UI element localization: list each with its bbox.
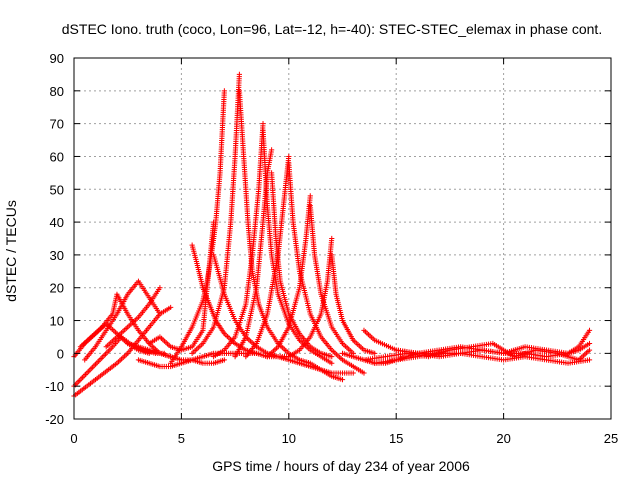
y-tick-label: 70 bbox=[50, 117, 64, 132]
chart-title: dSTEC Iono. truth (coco, Lon=96, Lat=-12… bbox=[62, 21, 602, 37]
data-series bbox=[286, 235, 335, 360]
data-series bbox=[168, 88, 227, 366]
y-tick-label: 30 bbox=[50, 248, 64, 263]
y-tick-label: 60 bbox=[50, 149, 64, 164]
data-series bbox=[339, 350, 442, 366]
y-tick-label: 90 bbox=[50, 51, 64, 66]
data-point bbox=[286, 153, 292, 160]
data-series bbox=[125, 340, 227, 366]
data-point bbox=[221, 357, 227, 363]
data-point bbox=[329, 354, 335, 360]
data-point bbox=[260, 121, 266, 127]
tick-labels: 0 5 10 15 20 25 -20 -10 0 10 20 30 40 50 60 70 80 90 bbox=[45, 51, 618, 446]
data-point bbox=[221, 88, 227, 94]
data-point bbox=[586, 347, 593, 353]
plot-border bbox=[73, 57, 612, 420]
y-tick-label: 10 bbox=[50, 314, 64, 329]
data-point bbox=[339, 377, 346, 383]
data-series bbox=[103, 285, 163, 350]
data-point bbox=[586, 340, 593, 347]
data-point bbox=[269, 147, 275, 153]
data-point bbox=[436, 350, 442, 356]
y-tick-label: -10 bbox=[45, 379, 64, 394]
data-series bbox=[189, 71, 242, 356]
data-point bbox=[157, 311, 163, 317]
data-point bbox=[586, 357, 593, 363]
x-tick-label: 25 bbox=[604, 431, 618, 446]
data-point bbox=[329, 235, 335, 242]
y-axis-label: dSTEC / TECUs bbox=[3, 200, 19, 302]
data-point bbox=[350, 370, 356, 376]
data-series bbox=[232, 147, 275, 360]
data-series bbox=[71, 304, 174, 399]
x-tick-label: 0 bbox=[70, 431, 77, 446]
y-tick-label: 40 bbox=[50, 215, 64, 230]
y-tick-label: 20 bbox=[50, 281, 64, 296]
data-point bbox=[372, 350, 378, 356]
data-point bbox=[307, 193, 313, 199]
y-tick-label: 0 bbox=[57, 346, 64, 361]
data-point bbox=[157, 285, 163, 291]
y-tick-label: -20 bbox=[45, 412, 64, 427]
x-tick-label: 10 bbox=[282, 431, 296, 446]
data-series bbox=[329, 252, 378, 356]
data-series bbox=[146, 219, 217, 353]
y-tick-label: 50 bbox=[50, 182, 64, 197]
x-tick-label: 15 bbox=[389, 431, 403, 446]
data-series bbox=[82, 278, 163, 363]
data-series bbox=[264, 193, 313, 360]
plot-area bbox=[71, 71, 593, 399]
x-tick-label: 5 bbox=[178, 431, 185, 446]
data-point bbox=[586, 327, 593, 333]
x-axis-label: GPS time / hours of day 234 of year 2006 bbox=[212, 458, 470, 474]
x-tick-label: 20 bbox=[496, 431, 510, 446]
data-point bbox=[168, 304, 174, 311]
y-tick-label: 80 bbox=[50, 84, 64, 99]
data-point bbox=[329, 360, 335, 366]
axes bbox=[73, 57, 612, 420]
data-point bbox=[361, 370, 367, 376]
data-point bbox=[236, 71, 242, 78]
